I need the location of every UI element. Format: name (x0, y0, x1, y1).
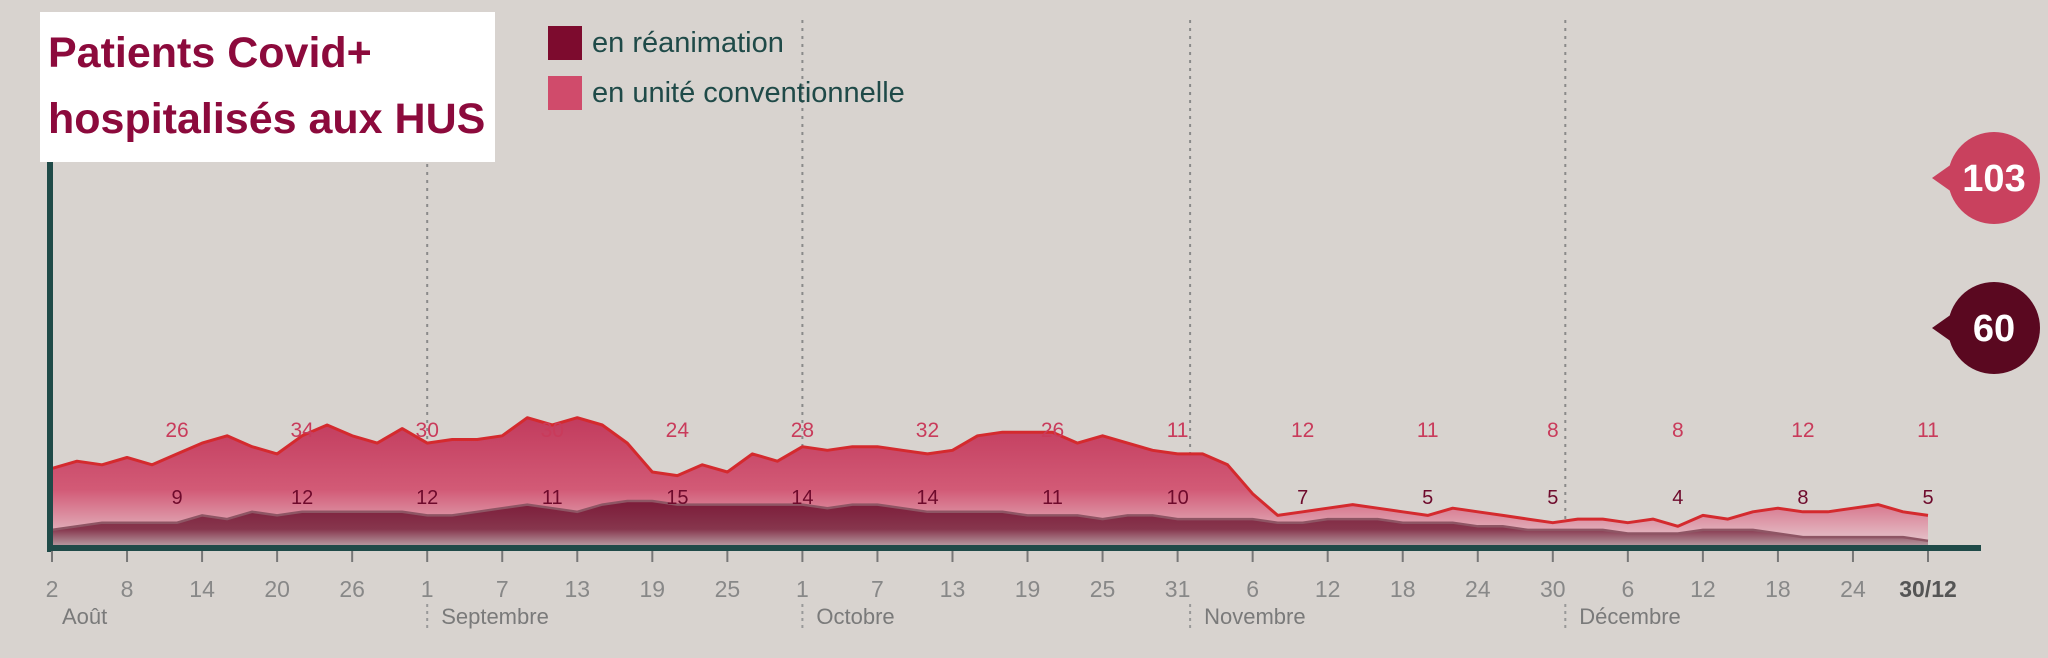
legend-swatch-conventionnelle (548, 76, 582, 110)
month-label: Décembre (1579, 604, 1680, 629)
month-label: Août (62, 604, 107, 629)
x-tick-label: 13 (940, 576, 966, 602)
reanimation-value-label: 11 (542, 487, 563, 509)
legend-item-reanimation: en réanimation (548, 18, 905, 68)
total-value-label: 30 (416, 419, 439, 442)
total-value-label: 26 (165, 419, 188, 442)
reanimation-area (52, 501, 1928, 548)
x-tick-label: 12 (1315, 576, 1341, 602)
reanimation-value-label: 5 (1547, 487, 1558, 509)
legend: en réanimation en unité conventionnelle (548, 18, 905, 118)
x-tick-label: 18 (1765, 576, 1791, 602)
x-axis-line (47, 545, 1981, 551)
total-value-label: 11 (1167, 419, 1189, 442)
x-tick-label: 18 (1390, 576, 1416, 602)
x-tick-label: 24 (1465, 576, 1491, 602)
legend-label-reanimation: en réanimation (592, 26, 784, 59)
total-value-label: 30 (541, 419, 564, 442)
reanimation-value-label: 5 (1922, 487, 1933, 509)
total-value-label: 24 (666, 419, 690, 442)
reanimation-final-value: 60 (1973, 308, 2015, 350)
reanimation-value-label: 7 (1297, 487, 1308, 509)
month-label: Octobre (816, 604, 894, 629)
total-value-label: 28 (791, 419, 814, 442)
reanimation-value-label: 14 (916, 487, 938, 509)
x-tick-label: 2 (46, 576, 59, 602)
reanimation-line (51, 499, 1929, 543)
legend-item-conventionnelle: en unité conventionnelle (548, 68, 905, 118)
x-tick-label: 31 (1165, 576, 1191, 602)
x-tick-label: 7 (496, 576, 509, 602)
x-tick-label: 24 (1840, 576, 1866, 602)
data-labels: 26 34 30 30 24 28 32 26 11 12 11 8 8 12 11 9 12 12 11 15 14 1… (165, 419, 1939, 509)
x-tick-label: 14 (189, 576, 215, 602)
total-final-bubble (1948, 132, 2040, 224)
reanimation-value-label: 11 (1042, 487, 1063, 509)
total-final-value: 103 (1962, 158, 2025, 200)
total-value-label: 32 (916, 419, 939, 442)
chart-title: Patients Covid+ hospitalisés aux HUS (40, 12, 496, 162)
x-tick-label: 12 (1690, 576, 1716, 602)
x-tick-label: 30/12 (1899, 576, 1957, 602)
x-axis: 2 8 14 20 26 1 7 13 19 25 1 7 13 19 25 31 6 12 18 24 30 6 12 18… (46, 136, 1981, 630)
month-label: Novembre (1204, 604, 1305, 629)
title-line-1: Patients Covid+ (48, 29, 372, 77)
reanimation-value-label: 15 (666, 487, 688, 509)
legend-swatch-reanimation (548, 26, 582, 60)
total-value-label: 12 (1791, 419, 1814, 442)
reanimation-value-label: 12 (416, 487, 438, 509)
reanimation-value-label: 9 (172, 487, 183, 509)
x-tick-label: 25 (715, 576, 741, 602)
reanimation-value-label: 8 (1797, 487, 1808, 509)
reanimation-final-bubble (1948, 282, 2040, 374)
title-line-2: hospitalisés aux HUS (48, 95, 486, 143)
reanimation-value-label: 12 (291, 487, 313, 509)
x-tick-label: 6 (1621, 576, 1634, 602)
x-tick-label: 19 (640, 576, 666, 602)
x-tick-label: 6 (1246, 576, 1259, 602)
total-value-label: 8 (1672, 419, 1684, 442)
total-value-label: 11 (1917, 419, 1939, 442)
legend-label-conventionnelle: en unité conventionnelle (592, 76, 905, 109)
x-tick-label: 8 (121, 576, 134, 602)
reanimation-value-label: 14 (791, 487, 813, 509)
total-value-label: 34 (290, 419, 314, 442)
x-tick-label: 26 (339, 576, 365, 602)
total-value-label: 26 (1041, 419, 1064, 442)
total-value-label: 8 (1547, 419, 1559, 442)
total-value-label: 12 (1291, 419, 1314, 442)
x-tick-label: 25 (1090, 576, 1116, 602)
x-tick-label: 19 (1015, 576, 1041, 602)
x-tick-label: 20 (264, 576, 290, 602)
total-line (51, 416, 1929, 528)
reanimation-value-label: 4 (1672, 487, 1683, 509)
month-label: Septembre (441, 604, 549, 629)
end-markers: 103 60 (1932, 132, 2040, 374)
total-value-label: 11 (1417, 419, 1439, 442)
x-tick-label: 1 (421, 576, 434, 602)
reanimation-value-label: 10 (1166, 487, 1188, 509)
x-tick-label: 7 (871, 576, 884, 602)
reanimation-value-label: 5 (1422, 487, 1433, 509)
y-axis-line (47, 136, 53, 552)
x-tick-label: 1 (796, 576, 809, 602)
x-tick-label: 13 (564, 576, 590, 602)
x-tick-label: 30 (1540, 576, 1566, 602)
